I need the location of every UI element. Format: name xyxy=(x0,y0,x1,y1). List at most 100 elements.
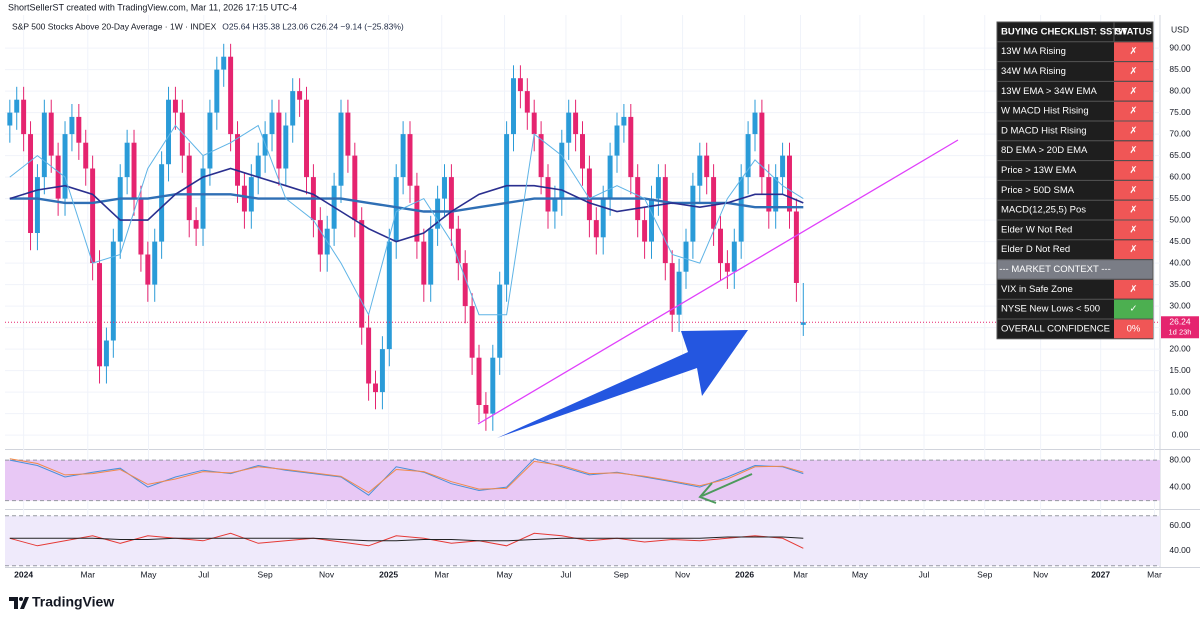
candle-body xyxy=(752,112,758,135)
row-label: 34W MA Rising xyxy=(1001,66,1066,77)
candle-body xyxy=(152,241,158,285)
row-label: NYSE New Lows < 500 xyxy=(1001,304,1100,315)
y-tick-label: 50.00 xyxy=(1169,214,1191,224)
row-label: OVERALL CONFIDENCE xyxy=(1001,323,1110,334)
ohlc-legend: O25.64 H35.38 L23.06 C26.24 −9.14 (−25.8… xyxy=(222,21,404,31)
candle-body xyxy=(400,134,406,178)
y-tick-label: 30.00 xyxy=(1169,300,1191,310)
status-cell xyxy=(1114,81,1153,101)
candle-body xyxy=(90,168,96,264)
candle-body xyxy=(345,112,351,156)
x-tick-label: Jul xyxy=(919,569,930,579)
status-cell xyxy=(1114,299,1153,319)
status: ✗ xyxy=(1130,244,1138,255)
candle-body xyxy=(642,220,648,242)
candle-body xyxy=(269,112,275,135)
x-tick-label: Mar xyxy=(793,569,808,579)
candle-body xyxy=(248,177,254,212)
status: ✗ xyxy=(1130,106,1138,117)
countdown: 1d 23h xyxy=(1169,327,1192,336)
candle-body xyxy=(738,177,744,242)
candle-body xyxy=(41,112,47,178)
attribution: ShortSellerST created with TradingView.c… xyxy=(8,2,297,12)
candle-body xyxy=(780,155,786,178)
x-tick-label: May xyxy=(852,569,869,579)
status: ✗ xyxy=(1130,165,1138,176)
candle-body xyxy=(448,177,454,229)
candle-body xyxy=(228,56,234,135)
candle-body xyxy=(283,125,289,169)
indicator-line xyxy=(9,536,804,542)
candle-body xyxy=(787,155,792,212)
y-tick-label: 15.00 xyxy=(1169,365,1191,375)
status-cell xyxy=(1114,319,1153,339)
candle-body xyxy=(407,134,413,186)
candle-body xyxy=(621,116,627,126)
x-tick-label: 2025 xyxy=(379,569,398,579)
candle-body xyxy=(366,327,372,384)
row-label: MACD(12,25,5) Pos xyxy=(1001,205,1086,216)
candle-body xyxy=(117,177,123,242)
row-label: 13W EMA > 34W EMA xyxy=(1001,86,1097,97)
candle-body xyxy=(110,241,116,341)
candle-body xyxy=(221,56,227,70)
candle-body xyxy=(145,254,151,285)
candle-body xyxy=(476,357,482,406)
candle-body xyxy=(600,198,606,238)
candle-body xyxy=(179,112,185,156)
candle-body xyxy=(531,112,537,135)
candle-body xyxy=(428,228,434,285)
status-cell xyxy=(1114,42,1153,62)
status: ✗ xyxy=(1130,86,1138,97)
status: ✗ xyxy=(1130,145,1138,156)
candle-body xyxy=(276,112,282,169)
candle-body xyxy=(34,177,40,234)
y-tick-label: 40.00 xyxy=(1169,257,1191,267)
candle-body xyxy=(317,220,323,255)
status: ✗ xyxy=(1130,224,1138,235)
candle-body xyxy=(14,99,20,113)
candle-body xyxy=(359,220,365,328)
status-cell xyxy=(1114,62,1153,81)
candle-body xyxy=(462,263,468,307)
candle-body xyxy=(697,155,703,186)
brand: TradingView xyxy=(32,594,114,610)
candle-body xyxy=(469,306,475,358)
candle-body xyxy=(517,78,523,92)
candle-body xyxy=(290,91,296,126)
y-tick-label: 80.00 xyxy=(1169,454,1191,464)
candle-body xyxy=(524,91,530,113)
row-label: Elder D Not Red xyxy=(1001,244,1070,255)
candle-body xyxy=(62,134,68,199)
x-tick-label: Nov xyxy=(675,569,691,579)
candle-body xyxy=(545,177,551,212)
candle-body xyxy=(7,112,13,126)
status-cell xyxy=(1114,200,1153,220)
candle-body xyxy=(138,198,144,255)
candle-body xyxy=(552,198,558,212)
candle-body xyxy=(800,322,806,325)
candle-body xyxy=(504,134,510,285)
status: ✓ xyxy=(1130,304,1138,315)
x-tick-label: Mar xyxy=(434,569,449,579)
candle-body xyxy=(414,185,420,242)
y-tick-label: 90.00 xyxy=(1169,42,1191,52)
candle-body xyxy=(124,142,130,178)
candle-body xyxy=(393,177,399,242)
candle-body xyxy=(386,241,392,350)
y-tick-label: 60.00 xyxy=(1169,171,1191,181)
x-tick-label: Nov xyxy=(1033,569,1049,579)
y-tick-label: 60.00 xyxy=(1169,520,1191,530)
moving-average xyxy=(9,124,804,317)
candle-body xyxy=(338,112,344,186)
y-tick-label: 20.00 xyxy=(1169,343,1191,353)
candle-body xyxy=(490,357,496,414)
indicator-line xyxy=(9,458,804,494)
status: ✗ xyxy=(1130,46,1138,57)
table-header: STATUS xyxy=(1115,26,1152,37)
candle-body xyxy=(214,69,220,113)
candle-body xyxy=(538,134,544,178)
candle-body xyxy=(718,228,723,264)
candle-body xyxy=(352,155,358,221)
